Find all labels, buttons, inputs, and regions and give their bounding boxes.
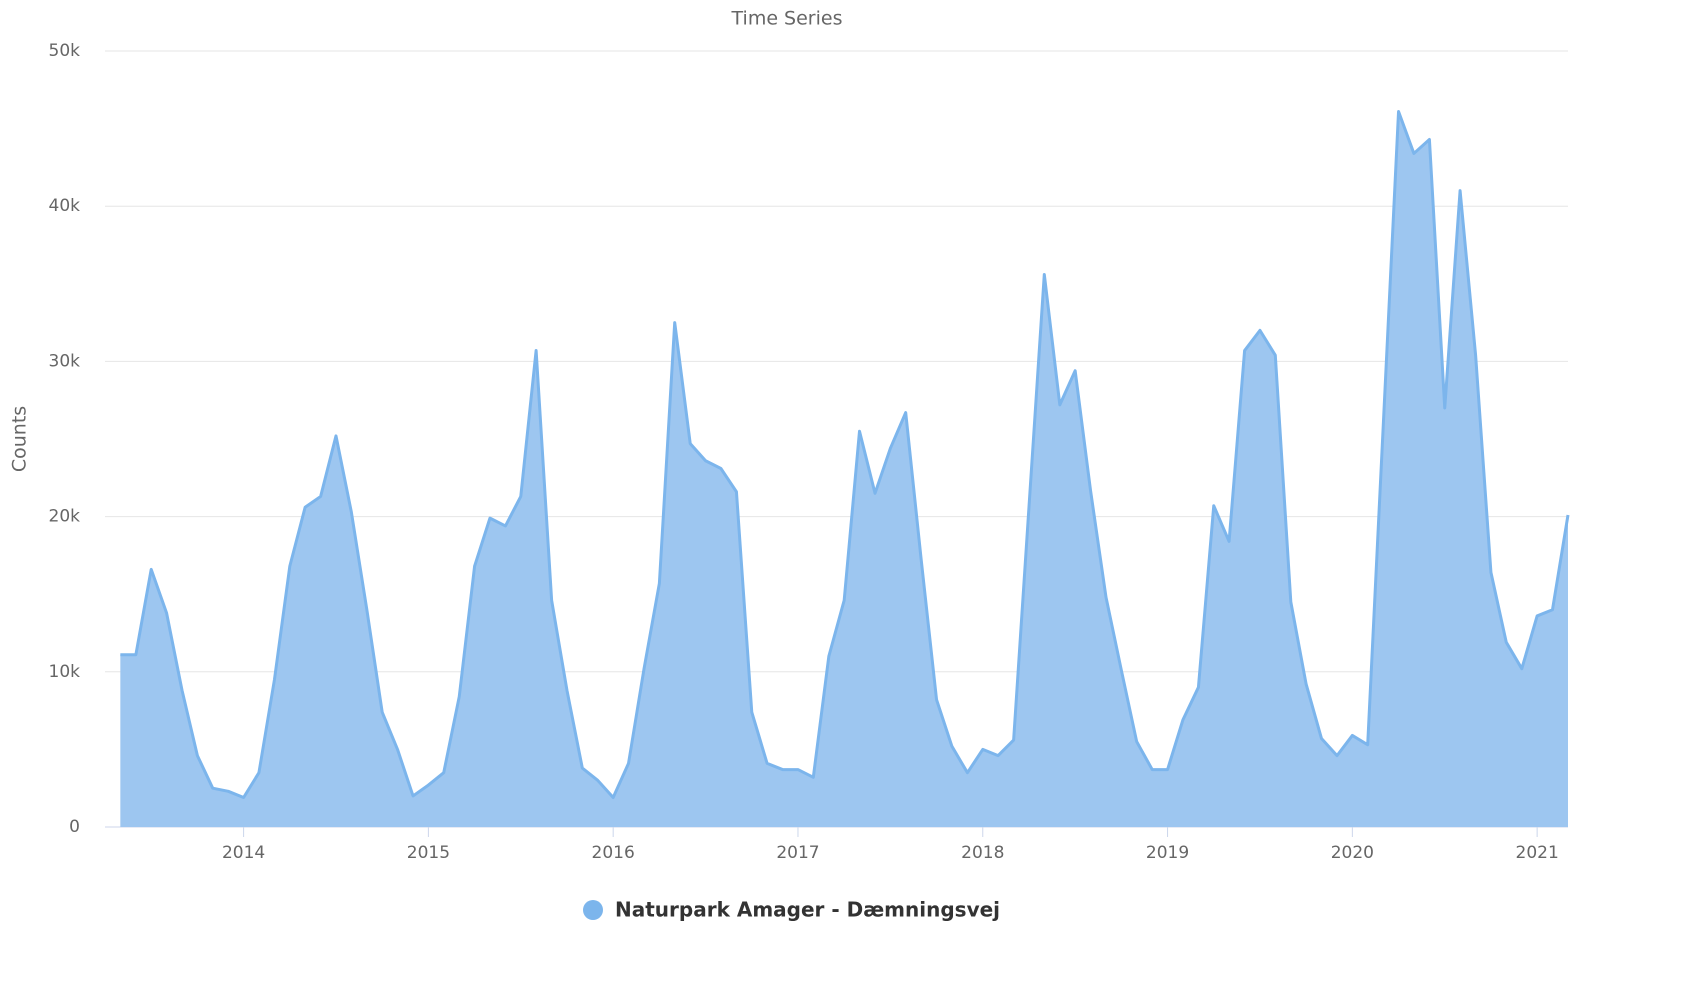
- chart-title: Time Series: [731, 8, 843, 30]
- y-tick-label: 10k: [49, 662, 81, 682]
- x-tick-label: 2014: [222, 843, 265, 863]
- y-tick-label: 0: [69, 817, 80, 837]
- y-tick-label: 30k: [49, 351, 81, 371]
- x-tick-label: 2018: [961, 843, 1004, 863]
- x-tick-label: 2016: [592, 843, 635, 863]
- x-tick-label: 2020: [1331, 843, 1374, 863]
- y-tick-label: 40k: [49, 196, 81, 216]
- area: [120, 111, 1568, 827]
- y-tick-label: 20k: [49, 507, 81, 527]
- x-tick-label: 2017: [776, 843, 819, 863]
- y-tick-label: 50k: [49, 41, 81, 61]
- legend-marker: [583, 900, 603, 920]
- x-tick-label: 2015: [407, 843, 450, 863]
- x-tick-label: 2021: [1516, 843, 1559, 863]
- line: [120, 110, 1570, 800]
- x-tick-label: 2019: [1146, 843, 1189, 863]
- legend-label: Naturpark Amager - Dæmningsvej: [615, 898, 1000, 922]
- y-axis-label: Counts: [9, 406, 31, 472]
